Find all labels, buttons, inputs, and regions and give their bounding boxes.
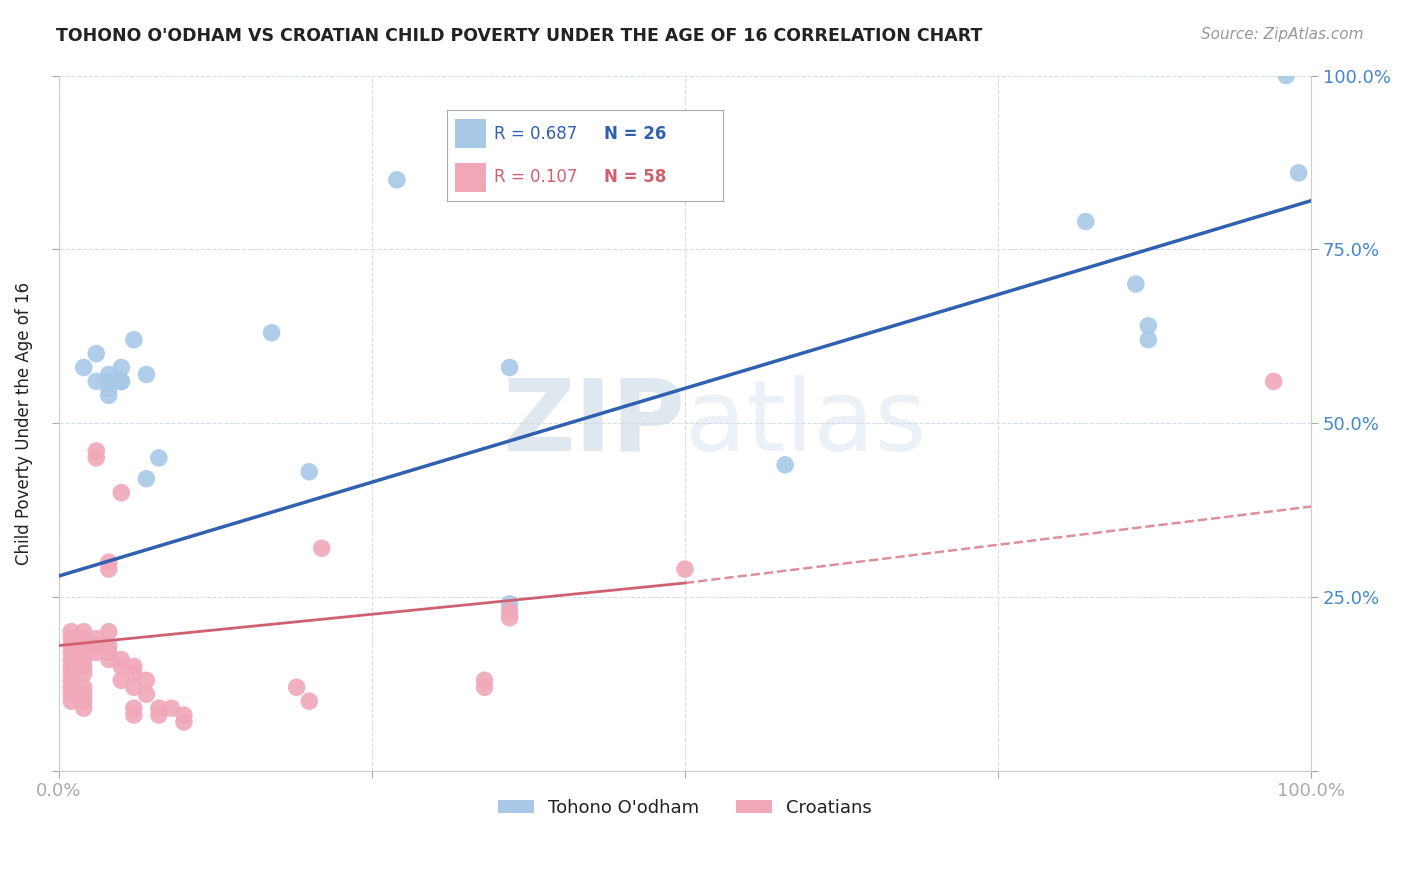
Y-axis label: Child Poverty Under the Age of 16: Child Poverty Under the Age of 16 bbox=[15, 282, 32, 565]
Point bbox=[60, 666, 83, 681]
Point bbox=[84, 646, 107, 660]
Point bbox=[122, 659, 145, 673]
Point bbox=[73, 639, 96, 653]
Legend: Tohono O'odham, Croatians: Tohono O'odham, Croatians bbox=[491, 792, 879, 824]
Point bbox=[160, 701, 183, 715]
Point bbox=[173, 708, 195, 723]
Point bbox=[73, 701, 96, 715]
Point bbox=[73, 646, 96, 660]
Point bbox=[298, 694, 321, 708]
Point bbox=[1275, 69, 1298, 83]
Point bbox=[110, 673, 132, 688]
Point bbox=[97, 562, 120, 576]
Point bbox=[122, 666, 145, 681]
Text: TOHONO O'ODHAM VS CROATIAN CHILD POVERTY UNDER THE AGE OF 16 CORRELATION CHART: TOHONO O'ODHAM VS CROATIAN CHILD POVERTY… bbox=[56, 27, 983, 45]
Point bbox=[84, 346, 107, 360]
Point bbox=[673, 562, 696, 576]
Point bbox=[97, 646, 120, 660]
Point bbox=[73, 666, 96, 681]
Point bbox=[110, 375, 132, 389]
Point bbox=[60, 639, 83, 653]
Point bbox=[173, 714, 195, 729]
Point bbox=[84, 632, 107, 646]
Point bbox=[135, 368, 157, 382]
Point bbox=[122, 701, 145, 715]
Point bbox=[1263, 375, 1285, 389]
Point bbox=[60, 624, 83, 639]
Point bbox=[97, 375, 120, 389]
Point bbox=[73, 694, 96, 708]
Point bbox=[135, 673, 157, 688]
Point bbox=[84, 639, 107, 653]
Point bbox=[1288, 166, 1310, 180]
Point bbox=[122, 708, 145, 723]
Point bbox=[73, 360, 96, 375]
Point bbox=[110, 485, 132, 500]
Point bbox=[298, 465, 321, 479]
Point bbox=[122, 680, 145, 694]
Point bbox=[1137, 318, 1160, 333]
Point bbox=[60, 652, 83, 666]
Point bbox=[498, 604, 520, 618]
Point bbox=[498, 597, 520, 611]
Point bbox=[311, 541, 333, 556]
Point bbox=[1125, 277, 1147, 291]
Text: ZIP: ZIP bbox=[502, 375, 685, 472]
Point bbox=[1074, 214, 1097, 228]
Point bbox=[474, 673, 496, 688]
Point bbox=[60, 646, 83, 660]
Point bbox=[385, 173, 408, 187]
Point bbox=[60, 632, 83, 646]
Point bbox=[498, 360, 520, 375]
Point bbox=[474, 680, 496, 694]
Point bbox=[148, 701, 170, 715]
Point bbox=[260, 326, 283, 340]
Point bbox=[73, 624, 96, 639]
Point bbox=[73, 652, 96, 666]
Point bbox=[110, 375, 132, 389]
Point bbox=[110, 652, 132, 666]
Point bbox=[122, 333, 145, 347]
Point bbox=[73, 659, 96, 673]
Point bbox=[97, 624, 120, 639]
Point bbox=[60, 673, 83, 688]
Point bbox=[84, 450, 107, 465]
Point bbox=[135, 687, 157, 701]
Point bbox=[60, 687, 83, 701]
Point bbox=[135, 472, 157, 486]
Point bbox=[73, 687, 96, 701]
Point bbox=[498, 611, 520, 625]
Point bbox=[1137, 333, 1160, 347]
Point bbox=[73, 632, 96, 646]
Text: Source: ZipAtlas.com: Source: ZipAtlas.com bbox=[1201, 27, 1364, 42]
Point bbox=[97, 652, 120, 666]
Point bbox=[60, 694, 83, 708]
Point bbox=[97, 639, 120, 653]
Point bbox=[97, 555, 120, 569]
Point bbox=[97, 368, 120, 382]
Point bbox=[110, 360, 132, 375]
Point bbox=[773, 458, 796, 472]
Point bbox=[148, 708, 170, 723]
Point bbox=[97, 388, 120, 402]
Text: atlas: atlas bbox=[685, 375, 927, 472]
Point bbox=[60, 680, 83, 694]
Point bbox=[84, 375, 107, 389]
Point bbox=[84, 444, 107, 458]
Point bbox=[110, 659, 132, 673]
Point bbox=[97, 381, 120, 395]
Point bbox=[73, 680, 96, 694]
Point bbox=[148, 450, 170, 465]
Point bbox=[285, 680, 308, 694]
Point bbox=[60, 659, 83, 673]
